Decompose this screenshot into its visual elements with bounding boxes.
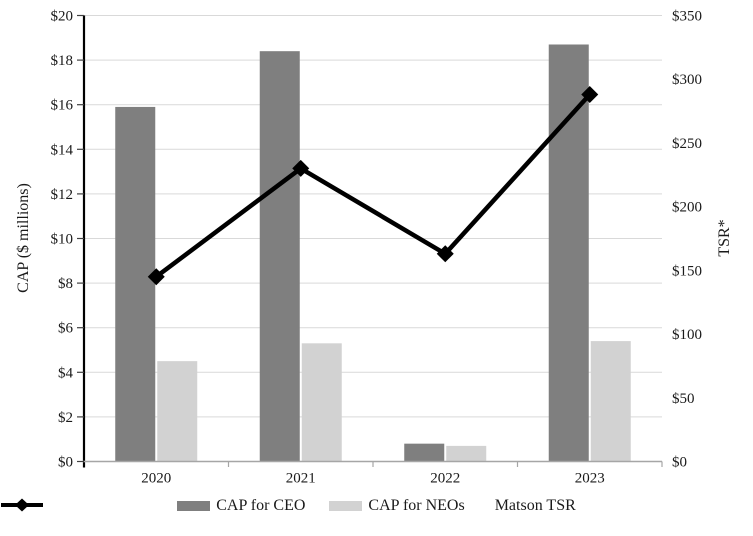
- right-axis-tick-label: $300: [672, 72, 702, 88]
- legend-item-cap-ceo: CAP for CEO: [177, 497, 305, 515]
- left-axis-tick-label: $14: [51, 142, 74, 158]
- left-axis-tick-label: $2: [58, 410, 73, 426]
- left-axis-tick-label: $8: [58, 276, 73, 292]
- category-label-2022: 2022: [430, 471, 460, 487]
- category-label-2020: 2020: [141, 471, 171, 487]
- legend-label-cap-neos: CAP for NEOs: [368, 497, 465, 514]
- bar-cap-neos-2021: [301, 343, 342, 462]
- left-axis-tick-label: $18: [51, 53, 74, 69]
- legend-item-cap-neos: CAP for NEOs: [329, 497, 465, 515]
- tsr-marker-2022: [436, 245, 454, 263]
- right-axis-tick-label: $50: [672, 391, 695, 407]
- bar-cap-neos-2022: [446, 445, 487, 462]
- chart-legend: CAP for CEO CAP for NEOs Matson TSR: [0, 497, 753, 515]
- legend-swatch-cap-ceo: [177, 501, 211, 511]
- right-axis-title: TSR*: [716, 219, 733, 256]
- legend-diamond-icon: [15, 498, 29, 512]
- legend-item-matson-tsr: Matson TSR: [1, 497, 576, 515]
- left-axis-tick-label: $0: [58, 455, 73, 471]
- right-axis-tick-label: $100: [672, 327, 702, 343]
- tsr-marker-2020: [147, 268, 165, 286]
- tsr-line: [154, 92, 592, 279]
- right-axis-tick-label: $200: [672, 200, 702, 216]
- left-axis-tick-label: $6: [58, 321, 74, 337]
- bar-cap-ceo-2023: [548, 44, 589, 462]
- category-label-2023: 2023: [575, 471, 605, 487]
- bar-cap-ceo-2020: [115, 106, 156, 462]
- left-axis-tick-label: $20: [51, 9, 74, 25]
- tsr-marker-2021: [292, 159, 310, 177]
- category-label-2021: 2021: [286, 471, 316, 487]
- left-axis-tick-label: $4: [58, 365, 74, 381]
- legend-swatch-cap-neos: [329, 501, 363, 511]
- left-axis-tick-label: $16: [51, 98, 74, 114]
- bar-cap-neos-2023: [590, 341, 631, 462]
- right-axis-tick-label: $250: [672, 136, 702, 152]
- right-axis-tick-label: $350: [672, 9, 702, 25]
- bar-cap-ceo-2022: [404, 443, 445, 462]
- line-with-diamond-icon: [1, 498, 43, 512]
- left-axis-title: CAP ($ millions): [15, 183, 32, 293]
- right-axis-tick-label: $150: [672, 263, 702, 279]
- left-axis-tick-label: $12: [51, 187, 74, 203]
- legend-label-matson-tsr: Matson TSR: [494, 497, 576, 514]
- tsr-marker-2023: [581, 86, 599, 104]
- left-axis-tick-label: $10: [51, 232, 74, 248]
- right-axis-tick-label: $0: [672, 455, 687, 471]
- legend-label-cap-ceo: CAP for CEO: [216, 497, 306, 514]
- bar-cap-ceo-2021: [259, 51, 300, 462]
- bar-cap-neos-2020: [157, 361, 198, 462]
